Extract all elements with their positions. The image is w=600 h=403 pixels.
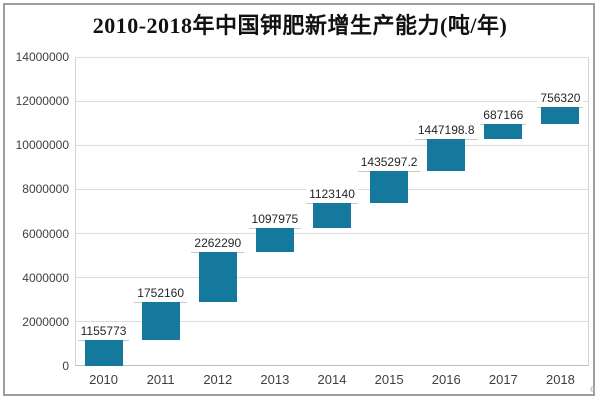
x-axis-label: 2014 (317, 372, 347, 387)
bar-value-label: 1097975 (248, 211, 302, 229)
waterfall-bar (141, 301, 180, 341)
waterfall-bar (198, 251, 237, 302)
x-axis-label: 2010 (89, 372, 119, 387)
y-axis-label: 2000000 (22, 314, 69, 329)
bar-value-label: 2262290 (191, 235, 245, 253)
y-axis-label: 14000000 (15, 50, 69, 64)
bar-value-label-wrap: 2262290 (148, 235, 288, 253)
bar-value-label: 756320 (537, 91, 584, 109)
y-axis-label: 4000000 (22, 270, 69, 285)
waterfall-bar (541, 107, 580, 125)
bar-value-label: 1752160 (134, 285, 188, 303)
bar-value-label-wrap: 1097975 (205, 211, 345, 229)
x-axis-label: 2017 (488, 372, 518, 387)
y-axis-label: 12000000 (15, 94, 69, 109)
y-axis-label: 10000000 (15, 138, 69, 153)
watermark-fragment: e (590, 384, 596, 395)
waterfall-bar (370, 171, 409, 203)
x-axis-label: 2015 (374, 372, 404, 387)
y-axis-label: 8000000 (22, 182, 69, 197)
x-axis-label: 2012 (203, 372, 233, 387)
x-axis-label: 2011 (146, 372, 175, 387)
bar-value-label: 687166 (480, 108, 527, 126)
gridline (75, 144, 589, 146)
gridline (75, 233, 589, 235)
x-axis-label: 2016 (431, 372, 461, 387)
y-axis-label: 0 (62, 359, 69, 373)
bar-value-label: 1435297.2 (357, 155, 421, 173)
bar-value-label: 1123140 (306, 186, 358, 204)
y-axis-label: 6000000 (22, 226, 69, 241)
waterfall-bar (313, 202, 351, 228)
gridline (75, 56, 589, 58)
gridline (75, 100, 589, 102)
waterfall-bar (427, 139, 466, 172)
gridline (75, 321, 589, 323)
waterfall-bar (255, 227, 294, 252)
chart-title: 2010-2018年中国钾肥新增生产能力(吨/年) (92, 13, 508, 38)
bar-value-label-wrap: 756320 (490, 90, 600, 109)
x-axis-label: 2018 (545, 372, 575, 387)
bar-value-label: 1155773 (77, 324, 130, 342)
waterfall-bar (484, 124, 523, 140)
x-axis-label: 2013 (260, 372, 290, 387)
waterfall-bar (84, 340, 123, 366)
gridline (75, 277, 589, 279)
bar-value-label: 1447198.8 (414, 123, 478, 141)
